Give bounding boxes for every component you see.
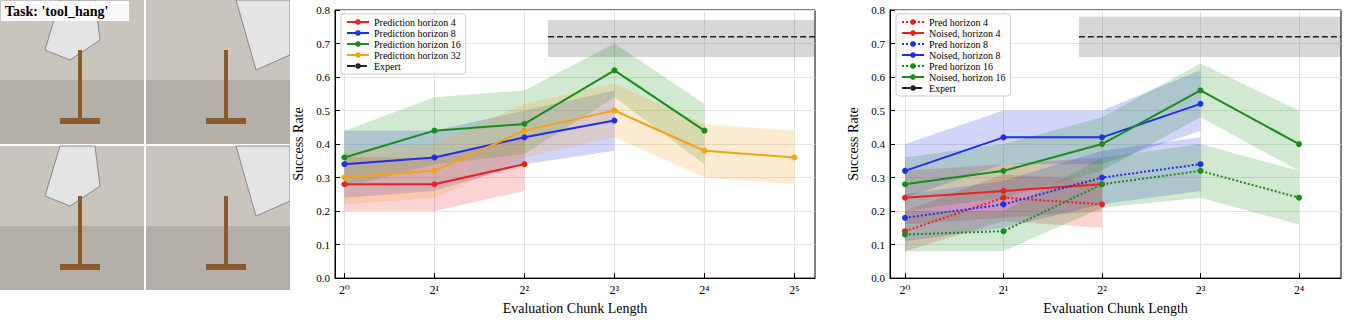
svg-text:2¹: 2¹ [999, 283, 1009, 297]
svg-text:0.1: 0.1 [316, 239, 330, 251]
svg-text:Pred horizon 8: Pred horizon 8 [929, 39, 988, 50]
svg-text:Pred horizon 4: Pred horizon 4 [929, 17, 988, 28]
svg-text:Task: 'tool_hang': Task: 'tool_hang' [5, 4, 108, 19]
svg-text:Noised, horizon 8: Noised, horizon 8 [929, 50, 1000, 61]
svg-text:0.7: 0.7 [871, 38, 885, 50]
svg-text:Prediction horizon 32: Prediction horizon 32 [374, 50, 461, 61]
svg-text:0.4: 0.4 [871, 138, 885, 150]
svg-text:Expert: Expert [374, 61, 401, 72]
svg-text:0.7: 0.7 [316, 38, 330, 50]
svg-text:Pred horizon 16: Pred horizon 16 [929, 61, 993, 72]
svg-text:Prediction horizon 16: Prediction horizon 16 [374, 39, 461, 50]
svg-text:Prediction horizon 8: Prediction horizon 8 [374, 28, 456, 39]
svg-text:2³: 2³ [1196, 283, 1206, 297]
svg-text:2⁰: 2⁰ [339, 283, 350, 297]
svg-text:0.2: 0.2 [316, 205, 330, 217]
svg-text:2⁰: 2⁰ [900, 283, 911, 297]
svg-text:0.3: 0.3 [316, 172, 330, 184]
svg-text:2⁴: 2⁴ [1294, 283, 1304, 297]
svg-text:Evaluation Chunk Length: Evaluation Chunk Length [1043, 301, 1188, 316]
svg-text:0.2: 0.2 [871, 205, 885, 217]
svg-text:2²: 2² [520, 283, 530, 297]
svg-text:0.3: 0.3 [871, 172, 885, 184]
svg-text:Success Rate: Success Rate [291, 107, 306, 180]
svg-text:0.5: 0.5 [871, 105, 885, 117]
svg-text:2⁵: 2⁵ [789, 283, 799, 297]
svg-text:0.6: 0.6 [316, 71, 330, 83]
svg-text:2³: 2³ [610, 283, 620, 297]
svg-text:0.1: 0.1 [871, 239, 885, 251]
svg-text:0.8: 0.8 [871, 4, 885, 16]
svg-text:2²: 2² [1097, 283, 1107, 297]
svg-text:0.0: 0.0 [316, 272, 330, 284]
svg-text:0.6: 0.6 [871, 71, 885, 83]
svg-text:Expert: Expert [929, 83, 956, 94]
svg-text:2⁴: 2⁴ [699, 283, 709, 297]
svg-text:Noised, horizon 16: Noised, horizon 16 [929, 72, 1005, 83]
svg-text:2¹: 2¹ [430, 283, 440, 297]
svg-text:0.4: 0.4 [316, 138, 330, 150]
svg-text:Prediction horizon 4: Prediction horizon 4 [374, 17, 456, 28]
svg-text:Noised, horizon 4: Noised, horizon 4 [929, 28, 1000, 39]
svg-text:0.0: 0.0 [871, 272, 885, 284]
svg-text:Success Rate: Success Rate [846, 107, 861, 180]
svg-text:0.8: 0.8 [316, 4, 330, 16]
svg-text:Evaluation Chunk Length: Evaluation Chunk Length [503, 301, 648, 316]
svg-text:0.5: 0.5 [316, 105, 330, 117]
